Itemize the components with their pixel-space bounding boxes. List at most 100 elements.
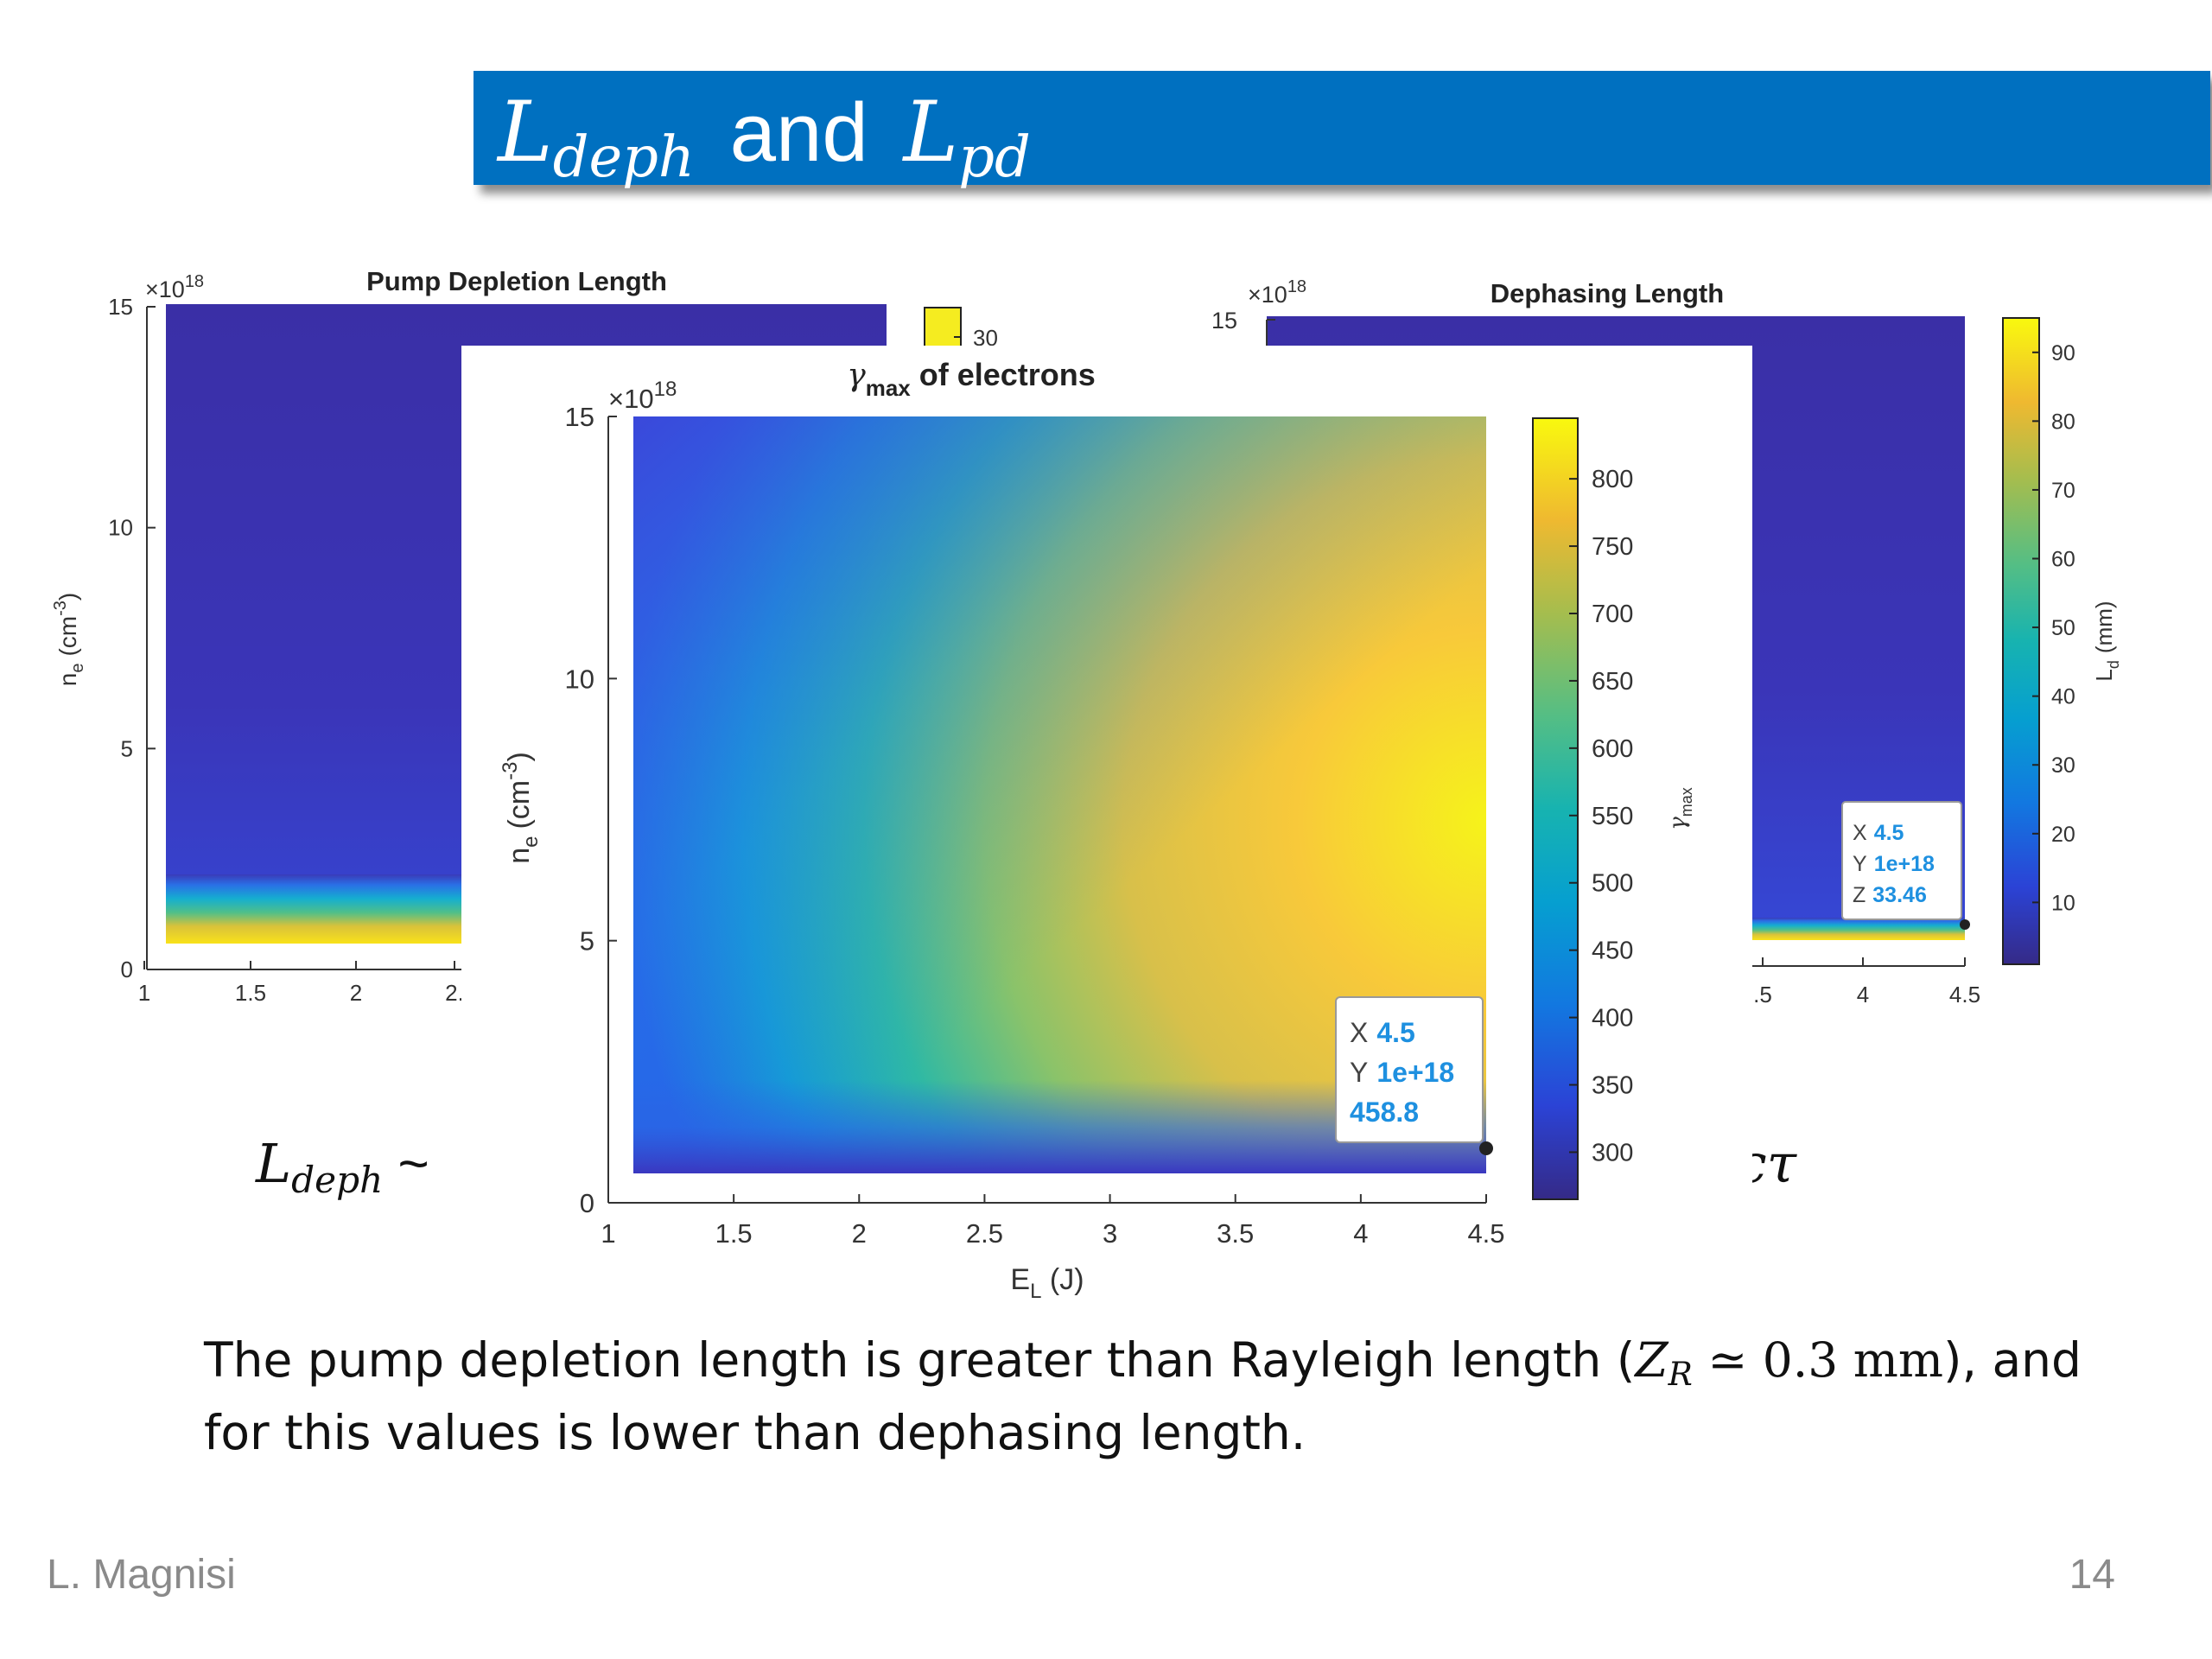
gamma-xlabel-unit: (J) [1041,1263,1084,1296]
gamma-colorbar-tick-label: 500 [1592,870,1633,898]
gamma-datatip-x-value: 4.5 [1376,1017,1414,1048]
gamma-y-ticks: 0 5 10 15 [565,402,617,1218]
gamma-x-tick-label: 3.5 [1217,1218,1254,1249]
dephasing-colorbar-tick-label: 60 [2051,548,2075,572]
dephasing-cblabel-main: L [2091,669,2117,681]
gamma-x-ticks: 1 1.5 2 2.5 3 3.5 4 4.5 [601,1194,1505,1249]
gamma-ylabel-sub: e [519,836,543,848]
dephasing-datatip-y-label: Y [1853,852,1867,876]
dephasing-datatip[interactable]: X 4.5 Y 1e+18 Z 33.46 [1841,801,1970,930]
dephasing-colorbar-tick-label: 50 [2051,616,2075,640]
gamma-y-tick-label: 0 [580,1188,594,1218]
dephasing-x-tick-label: 4.5 [1949,982,1980,1007]
gamma-colorbar-tick-label: 650 [1592,668,1633,696]
slide-title: Ldeph and Lpd [498,84,1031,191]
pump-y-tick-label: 0 [121,957,133,982]
gamma-ylabel-main: n [503,848,536,864]
footer-author: L. Magnisi [47,1552,236,1598]
formula-left: Ldeph ~ [256,1132,429,1201]
dephasing-x-ticks: .5 4 4.5 [1753,957,1980,1007]
dephasing-datatip-x: X 4.5 [1853,821,1904,845]
gamma-ylabel-unit: (cm [503,780,536,830]
dephasing-colorbar-tick-label: 70 [2051,479,2075,503]
gamma-colorbar-tick-label: 800 [1592,466,1633,493]
pump-x-tick-label: 2 [350,980,362,1006]
gamma-y-tick-label: 15 [565,402,594,432]
caption-part2: ), and for this values is lower than dep… [204,1332,2082,1460]
caption-math-sub: R [1668,1355,1693,1394]
gamma-colorbar-tick-label: 450 [1592,938,1633,965]
gamma-title-sub: max [866,375,912,401]
gamma-title-rest: of electrons [911,357,1096,392]
dephasing-colorbar-ticks: 10 20 30 40 50 60 70 80 90 [2032,341,2075,915]
dephasing-datatip-y-value: 1e+18 [1874,852,1935,876]
pump-ylabel-main: n [54,673,81,687]
dephasing-y-multiplier-base: ×10 [1248,282,1287,308]
dephasing-heatmap-band [1751,918,1965,940]
gamma-x-label: EL (J) [1010,1263,1084,1303]
dephasing-datatip-box [1841,801,1962,920]
gamma-colorbar-ticks: 300 350 400 450 500 550 600 650 700 750 800 [1569,466,1633,1166]
title-symbol-b: L [903,84,959,181]
formula-left-symbol: L [256,1132,292,1195]
dephasing-colorbar-tick-label: 40 [2051,685,2075,709]
gamma-y-tick-label: 5 [580,926,594,957]
pump-x-tick-label: 1.5 [235,980,266,1006]
gamma-xlabel-sub: L [1030,1280,1041,1303]
gamma-y-tick-label: 10 [565,664,594,694]
gamma-cblabel-main: γ [1665,817,1691,830]
pump-y-ticks: 0 5 10 15 [108,294,156,982]
gamma-colorbar-tick-label: 400 [1592,1005,1633,1033]
gamma-cblabel-sub: max [1678,787,1695,817]
title-symbol-a: L [498,84,553,181]
dephasing-datatip-x-value: 4.5 [1874,821,1904,845]
pump-ylabel-unit: (cm [54,616,81,657]
title-sub-a: deph [552,124,695,191]
dephasing-colorbar [2002,317,2040,965]
gamma-y-multiplier-exp: 18 [654,378,677,401]
slide-caption: The pump depletion length is greater tha… [204,1326,2139,1466]
pump-ylabel-exp: -3 [51,601,70,616]
gamma-x-tick-label: 2 [852,1218,867,1249]
pump-y-label: ne (cm-3) [51,593,87,686]
gamma-colorbar-tick-label: 750 [1592,533,1633,561]
gamma-colorbar-tick-label: 700 [1592,601,1633,628]
pump-x-tick-label: 1 [138,980,150,1006]
dephasing-y-multiplier-exp: 18 [1287,277,1306,296]
dephasing-y-tick-label: 15 [1211,308,1237,334]
gamma-datatip-z: 458.8 [1350,1096,1419,1128]
dephasing-datatip-z-label: Z [1853,883,1866,907]
title-and: and [729,86,868,179]
pump-y-multiplier-exp: 18 [185,272,204,291]
pump-ylabel-sub: e [68,664,87,673]
gamma-colorbar-tick-label: 350 [1592,1072,1633,1100]
dephasing-x-tick-label: .5 [1753,982,1772,1007]
pump-colorbar-fragment [924,307,962,348]
dephasing-title: Dephasing Length [1491,278,1724,308]
dephasing-datatip-y: Y 1e+18 [1853,852,1935,876]
gamma-x-tick-label: 1.5 [715,1218,753,1249]
gamma-datatip-box [1335,996,1484,1143]
gamma-y-multiplier: ×1018 [608,378,677,414]
dephasing-colorbar-tick-label: 10 [2051,891,2075,915]
pump-x-ticks: 1 1.5 2 2. [138,961,464,1006]
gamma-ylabel-exp: -3 [499,762,522,780]
gamma-xlabel-main: E [1010,1263,1030,1296]
gamma-y-multiplier-base: ×10 [608,384,654,414]
gamma-datatip[interactable]: X 4.5 Y 1e+18 458.8 [1335,996,1493,1155]
dephasing-colorbar-tick-label: 30 [2051,753,2075,778]
pump-title: Pump Depletion Length [366,266,667,296]
pump-y-multiplier: ×1018 [145,272,204,302]
dephasing-cblabel-unit: (mm) [2091,601,2117,653]
dephasing-colorbar-label: Ld (mm) [2091,601,2122,681]
dephasing-datatip-z-value: 33.46 [1872,883,1927,907]
pump-y-tick-label: 5 [121,735,133,761]
dephasing-datatip-x-label: X [1853,821,1867,845]
dephasing-cblabel-sub: d [2105,660,2122,669]
pump-y-tick-label: 15 [108,294,133,320]
dephasing-datatip-marker [1960,919,1970,930]
gamma-colorbar-tick-label: 550 [1592,803,1633,830]
gamma-heatmap-gap [633,1173,1486,1199]
gamma-datatip-y: Y 1e+18 [1350,1057,1454,1088]
